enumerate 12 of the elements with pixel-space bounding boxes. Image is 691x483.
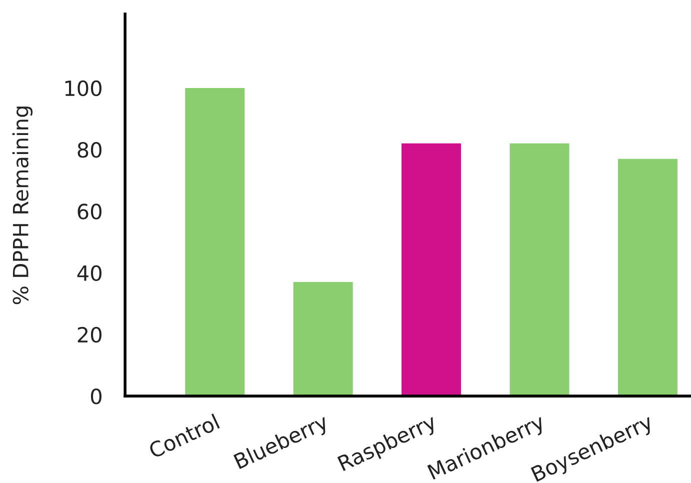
y-tick-label: 100 [65, 80, 102, 96]
y-axis-title: % DPPH Remaining [12, 106, 33, 304]
bar [293, 282, 353, 396]
bar [510, 143, 570, 396]
y-tick-label: 20 [78, 326, 102, 343]
bar [185, 88, 245, 396]
y-tick-label: 0 [90, 388, 102, 404]
y-tick-label: 40 [77, 265, 102, 282]
y-tick-label: 60 [78, 204, 102, 220]
bar [618, 158, 678, 396]
bar [402, 143, 462, 396]
y-tick-label: 80 [78, 142, 102, 158]
